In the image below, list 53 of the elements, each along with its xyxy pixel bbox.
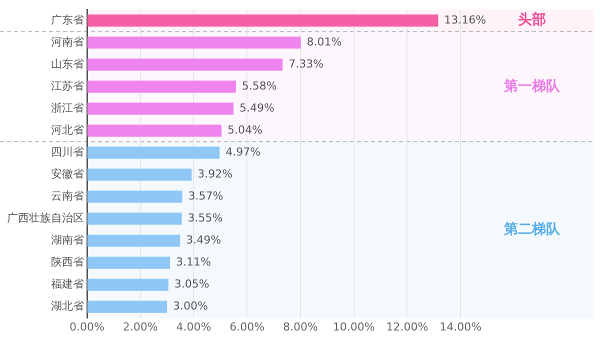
x-tick-label: 14.00%	[440, 320, 482, 334]
x-tick-label: 4.00%	[176, 320, 212, 334]
y-tick-label: 江苏省	[51, 80, 84, 93]
data-label: 3.00%	[173, 300, 208, 313]
data-label: 7.33%	[288, 57, 324, 70]
data-label: 13.16%	[444, 13, 486, 26]
data-label: 4.97%	[226, 146, 261, 159]
bar	[88, 234, 180, 247]
data-label: 5.04%	[227, 124, 262, 137]
y-tick-label: 广西壮族自治区	[7, 212, 84, 225]
data-label: 8.01%	[306, 35, 342, 48]
data-label: 5.58%	[242, 80, 277, 93]
data-label: 3.05%	[174, 278, 210, 291]
y-tick-label: 河北省	[51, 124, 84, 137]
bar	[88, 14, 438, 27]
data-label: 3.57%	[188, 190, 224, 203]
bar	[88, 256, 170, 269]
bar	[88, 36, 301, 49]
y-tick-label: 湖南省	[51, 234, 84, 247]
y-tick-label: 山东省	[51, 57, 84, 70]
bar	[88, 278, 168, 291]
data-label: 3.49%	[186, 234, 222, 247]
y-tick-label: 安徽省	[51, 168, 84, 181]
y-tick-label: 浙江省	[51, 102, 84, 115]
data-label: 3.92%	[198, 168, 233, 181]
data-label: 5.49%	[239, 102, 274, 115]
y-tick-label: 湖北省	[51, 300, 84, 313]
x-tick-label: 0.00%	[70, 320, 104, 334]
x-tick-label: 6.00%	[230, 320, 265, 334]
y-tick-label: 四川省	[51, 146, 84, 159]
y-tick-label: 福建省	[51, 278, 84, 291]
band-label: 第二梯队	[503, 221, 561, 238]
bar	[88, 168, 192, 181]
bar	[88, 124, 222, 137]
bar	[88, 102, 234, 115]
bar	[88, 212, 182, 225]
x-tick-label: 12.00%	[386, 320, 428, 334]
data-label: 3.55%	[188, 212, 223, 225]
y-tick-label: 云南省	[51, 190, 84, 203]
y-tick-label: 广东省	[51, 13, 84, 26]
band-label: 第一梯队	[503, 78, 561, 94]
bar	[88, 58, 283, 71]
x-tick-label: 10.00%	[332, 320, 375, 334]
band-label: 头部	[518, 11, 546, 28]
bar	[88, 146, 220, 159]
y-tick-label: 陕西省	[51, 256, 84, 269]
x-tick-label: 8.00%	[282, 320, 318, 334]
bar	[88, 80, 236, 93]
bar	[88, 300, 168, 313]
bar	[88, 190, 182, 203]
data-label: 3.11%	[176, 256, 211, 269]
y-tick-label: 河南省	[51, 35, 84, 48]
x-tick-label: 2.00%	[122, 320, 158, 334]
